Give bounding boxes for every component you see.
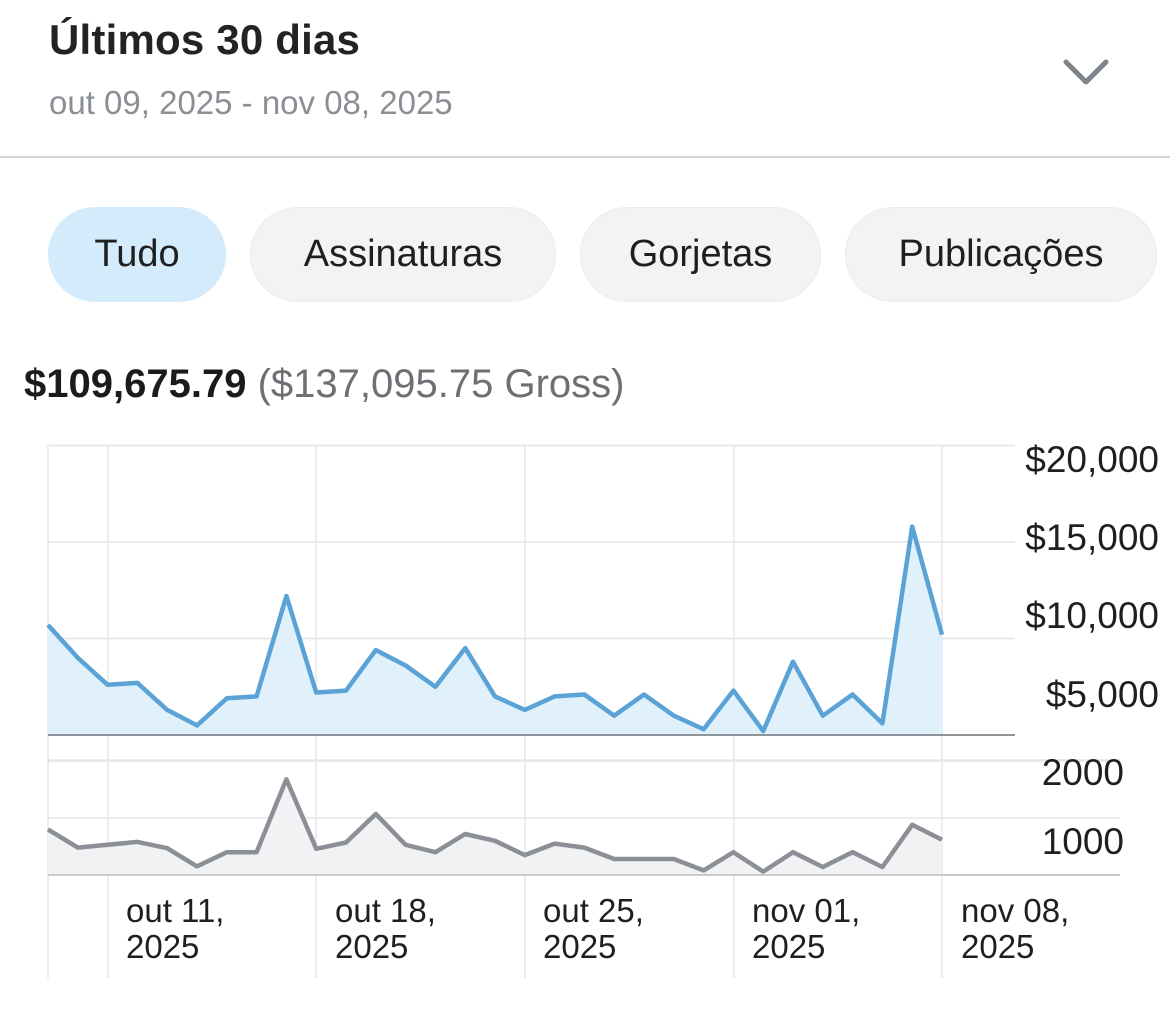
- period-title: Últimos 30 dias: [49, 16, 361, 63]
- count-area-fill: [48, 779, 942, 875]
- earnings-chart: $5,000 $10,000 $15,000 $20,000 1000 2000 out 1…: [46, 439, 1159, 978]
- earnings-y-tick-label: $5,000: [1046, 674, 1159, 715]
- x-tick-label: nov 08,: [961, 892, 1069, 929]
- tab-gorjetas[interactable]: Gorjetas: [580, 207, 821, 302]
- gross-earnings: ($137,095.75 Gross): [257, 362, 625, 406]
- earnings-y-tick-label: $15,000: [1025, 517, 1159, 558]
- tab-tudo[interactable]: Tudo: [48, 207, 226, 302]
- chevron-down-icon[interactable]: [1060, 52, 1112, 92]
- x-tick-label: 2025: [961, 928, 1034, 965]
- count-series-line: [46, 776, 944, 874]
- tab-assinaturas[interactable]: Assinaturas: [250, 207, 556, 302]
- count-y-tick-label: 2000: [1042, 752, 1124, 793]
- earnings-series-line: [46, 524, 945, 734]
- period-date-range: out 09, 2025 - nov 08, 2025: [49, 84, 453, 121]
- tab-publicacoes[interactable]: Publicações: [845, 207, 1157, 302]
- x-tick-label: 2025: [752, 928, 825, 965]
- x-tick-label: 2025: [543, 928, 616, 965]
- net-earnings: $109,675.79: [24, 362, 247, 406]
- x-tick-label: nov 01,: [752, 892, 860, 929]
- period-header[interactable]: Últimos 30 dias out 09, 2025 - nov 08, 2…: [0, 0, 1170, 158]
- earnings-summary: $109,675.79 ($137,095.75 Gross): [24, 362, 624, 407]
- x-tick-label: out 18,: [335, 892, 436, 929]
- count-y-tick-label: 1000: [1042, 821, 1124, 862]
- earnings-y-tick-label: $20,000: [1025, 439, 1159, 480]
- filter-tabs: Tudo Assinaturas Gorjetas Publicações: [48, 207, 1157, 302]
- x-tick-label: out 11,: [126, 892, 224, 929]
- earnings-area-fill: [48, 526, 942, 735]
- x-tick-label: 2025: [126, 928, 199, 965]
- earnings-y-tick-label: $10,000: [1025, 595, 1159, 636]
- x-tick-label: out 25,: [543, 892, 644, 929]
- x-tick-label: 2025: [335, 928, 408, 965]
